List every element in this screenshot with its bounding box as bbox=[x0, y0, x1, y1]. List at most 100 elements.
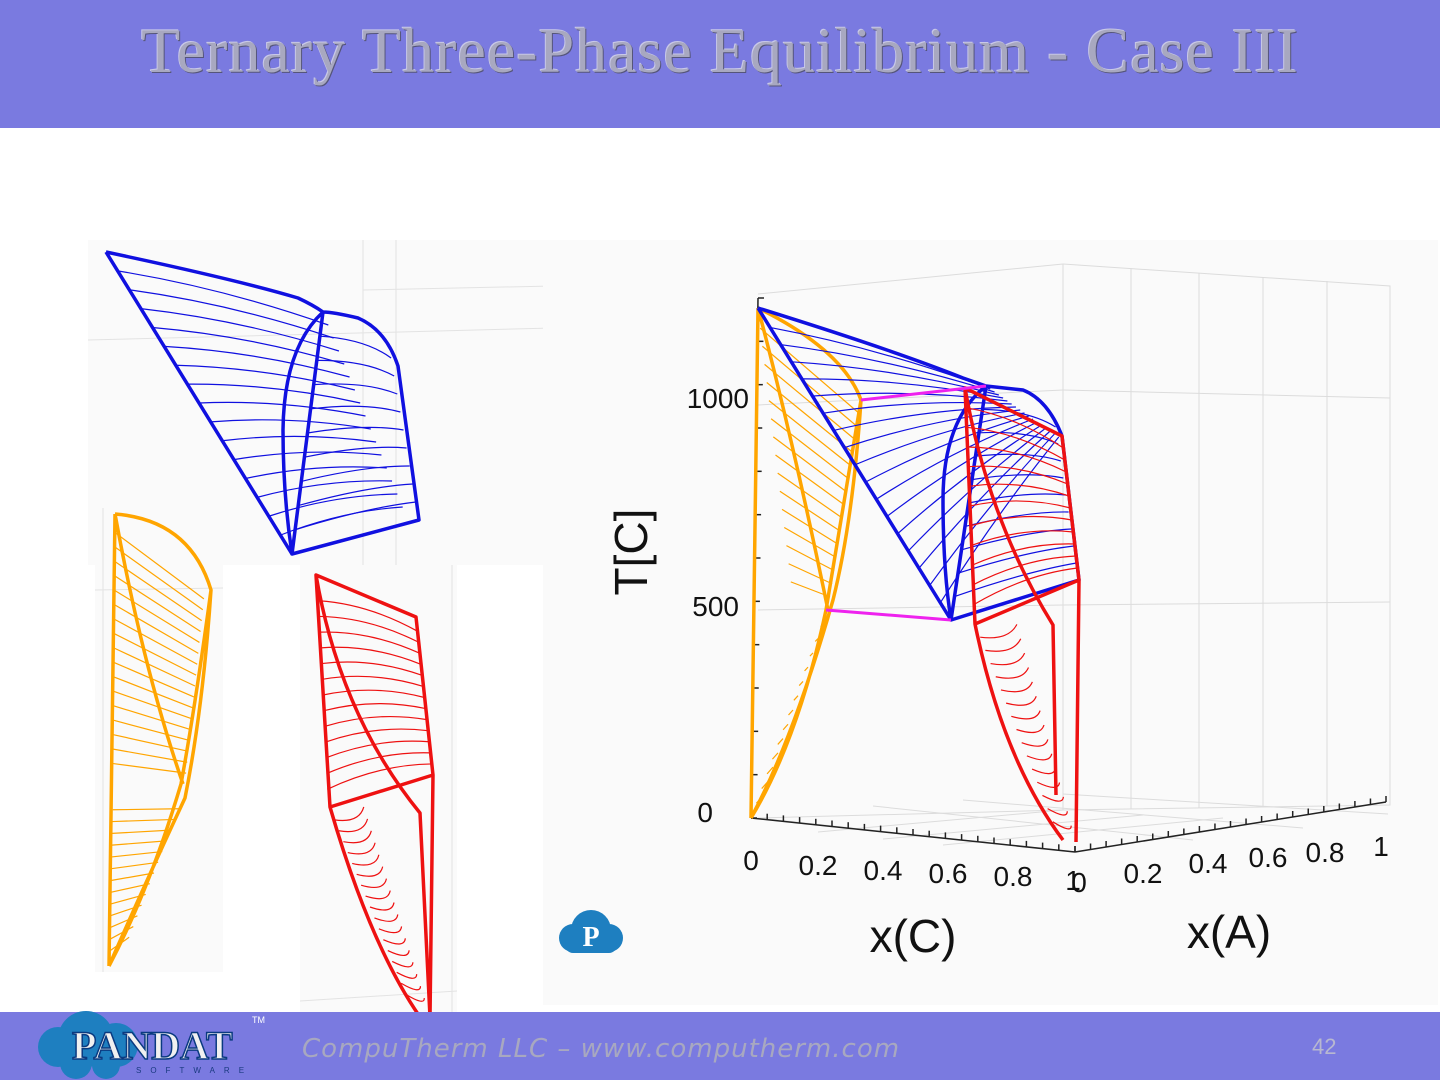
tie-line bbox=[198, 401, 366, 417]
tie-line bbox=[1021, 739, 1049, 747]
slide-title: Ternary Three-Phase Equilibrium - Case I… bbox=[141, 15, 1299, 86]
tie-line bbox=[832, 406, 1016, 432]
tie-line bbox=[766, 766, 774, 775]
tie-line bbox=[985, 638, 1022, 652]
z-tick-1000: 1000 bbox=[687, 383, 749, 414]
tie-line bbox=[319, 335, 392, 359]
tie-line bbox=[313, 383, 398, 395]
page-number: 42 bbox=[1312, 1034, 1337, 1059]
tie-line bbox=[347, 842, 376, 855]
tie-line bbox=[187, 383, 361, 404]
tie-line bbox=[793, 695, 799, 701]
tie-line bbox=[971, 474, 1064, 481]
tie-line bbox=[326, 752, 431, 775]
tie-line bbox=[334, 806, 365, 822]
tie-line bbox=[1042, 794, 1064, 802]
tie-line bbox=[245, 466, 387, 480]
tie-line bbox=[318, 600, 418, 632]
tie-line bbox=[387, 950, 410, 957]
tie-line bbox=[117, 270, 329, 326]
y-tick-0.8: 0.8 bbox=[1306, 837, 1345, 868]
pandat-wordmark: PANDAT bbox=[72, 1023, 233, 1068]
tie-line bbox=[770, 418, 849, 480]
y-tick-0.2: 0.2 bbox=[1124, 858, 1163, 889]
pandat-logo-letter: P bbox=[582, 922, 599, 953]
orange-surface-outline bbox=[749, 306, 863, 819]
x-tick-0.2: 0.2 bbox=[799, 850, 838, 881]
tie-line bbox=[777, 472, 843, 519]
tie-line bbox=[114, 531, 205, 600]
tie-line bbox=[1000, 681, 1033, 693]
tie-line bbox=[324, 728, 429, 743]
tie-line bbox=[322, 689, 425, 699]
tie-line bbox=[109, 915, 138, 929]
y-axis-title: x(A) bbox=[1187, 906, 1271, 958]
tie-line bbox=[268, 493, 398, 517]
tie-line bbox=[140, 308, 340, 352]
tie-line bbox=[969, 500, 1071, 509]
tie-line bbox=[310, 405, 401, 413]
tie-line bbox=[972, 543, 1075, 566]
orange-phase-panel bbox=[95, 508, 223, 972]
tie-line bbox=[294, 501, 416, 531]
tie-line bbox=[777, 738, 784, 745]
blue-tie-lines-3d bbox=[768, 326, 1077, 604]
x-axis-title: x(C) bbox=[870, 910, 957, 962]
tie-line bbox=[982, 408, 1056, 428]
tie-line bbox=[1052, 821, 1072, 830]
tie-line bbox=[343, 830, 372, 844]
tie-line bbox=[973, 555, 1077, 586]
tie-line bbox=[1036, 781, 1061, 788]
tie-line bbox=[324, 715, 428, 728]
footer-text: CompuTherm LLC – www.computherm.com bbox=[302, 1034, 901, 1064]
tie-line bbox=[788, 709, 794, 716]
pandat-logo: PANDAT TM SOFTWARE bbox=[38, 1011, 265, 1079]
tie-line bbox=[321, 661, 423, 676]
tie-line bbox=[969, 483, 1070, 497]
x-tick-1: 1 bbox=[1065, 865, 1081, 896]
tie-line bbox=[783, 526, 837, 559]
tie-line bbox=[771, 752, 779, 760]
title-bar bbox=[0, 0, 1440, 128]
tie-line bbox=[113, 705, 191, 731]
tie-line bbox=[113, 734, 189, 752]
tie-line bbox=[301, 465, 410, 482]
y-tick-0.6: 0.6 bbox=[1249, 842, 1288, 873]
tie-line bbox=[233, 451, 382, 461]
tie-line bbox=[320, 631, 420, 654]
tie-line bbox=[322, 675, 424, 688]
tie-line bbox=[1005, 696, 1037, 706]
tie-line bbox=[369, 902, 395, 911]
tie-line bbox=[175, 364, 356, 391]
tie-line bbox=[307, 426, 404, 434]
tie-line bbox=[113, 618, 198, 665]
tie-line bbox=[405, 993, 425, 1002]
tie-line bbox=[779, 343, 995, 393]
y-tick-0.4: 0.4 bbox=[1189, 848, 1228, 879]
x-tick-0.8: 0.8 bbox=[994, 861, 1033, 892]
red-tie-lines bbox=[318, 600, 432, 1002]
chart-background bbox=[543, 240, 1438, 1005]
tie-line bbox=[304, 446, 407, 458]
tie-line bbox=[786, 545, 835, 572]
tie-line bbox=[109, 926, 134, 940]
tie-line bbox=[114, 575, 201, 633]
tie-line bbox=[907, 427, 1047, 552]
tie-line bbox=[164, 345, 350, 378]
z-axis-title: T[C] bbox=[605, 509, 657, 596]
pandat-cloud-logo: P bbox=[559, 910, 623, 953]
x-tick-0.4: 0.4 bbox=[864, 855, 903, 886]
y-tick-1: 1 bbox=[1373, 831, 1389, 862]
tie-line bbox=[965, 407, 1064, 449]
tie-line bbox=[378, 926, 403, 934]
pandat-tm: TM bbox=[252, 1015, 265, 1025]
tie-line bbox=[788, 563, 833, 585]
tie-line bbox=[772, 436, 847, 493]
tie-line bbox=[356, 866, 384, 877]
tie-line bbox=[968, 493, 1067, 504]
tie-line bbox=[971, 530, 1074, 546]
tie-line bbox=[114, 604, 199, 654]
tie-line bbox=[323, 702, 426, 712]
pandat-tagline: SOFTWARE bbox=[136, 1066, 253, 1075]
tie-line bbox=[210, 419, 371, 430]
